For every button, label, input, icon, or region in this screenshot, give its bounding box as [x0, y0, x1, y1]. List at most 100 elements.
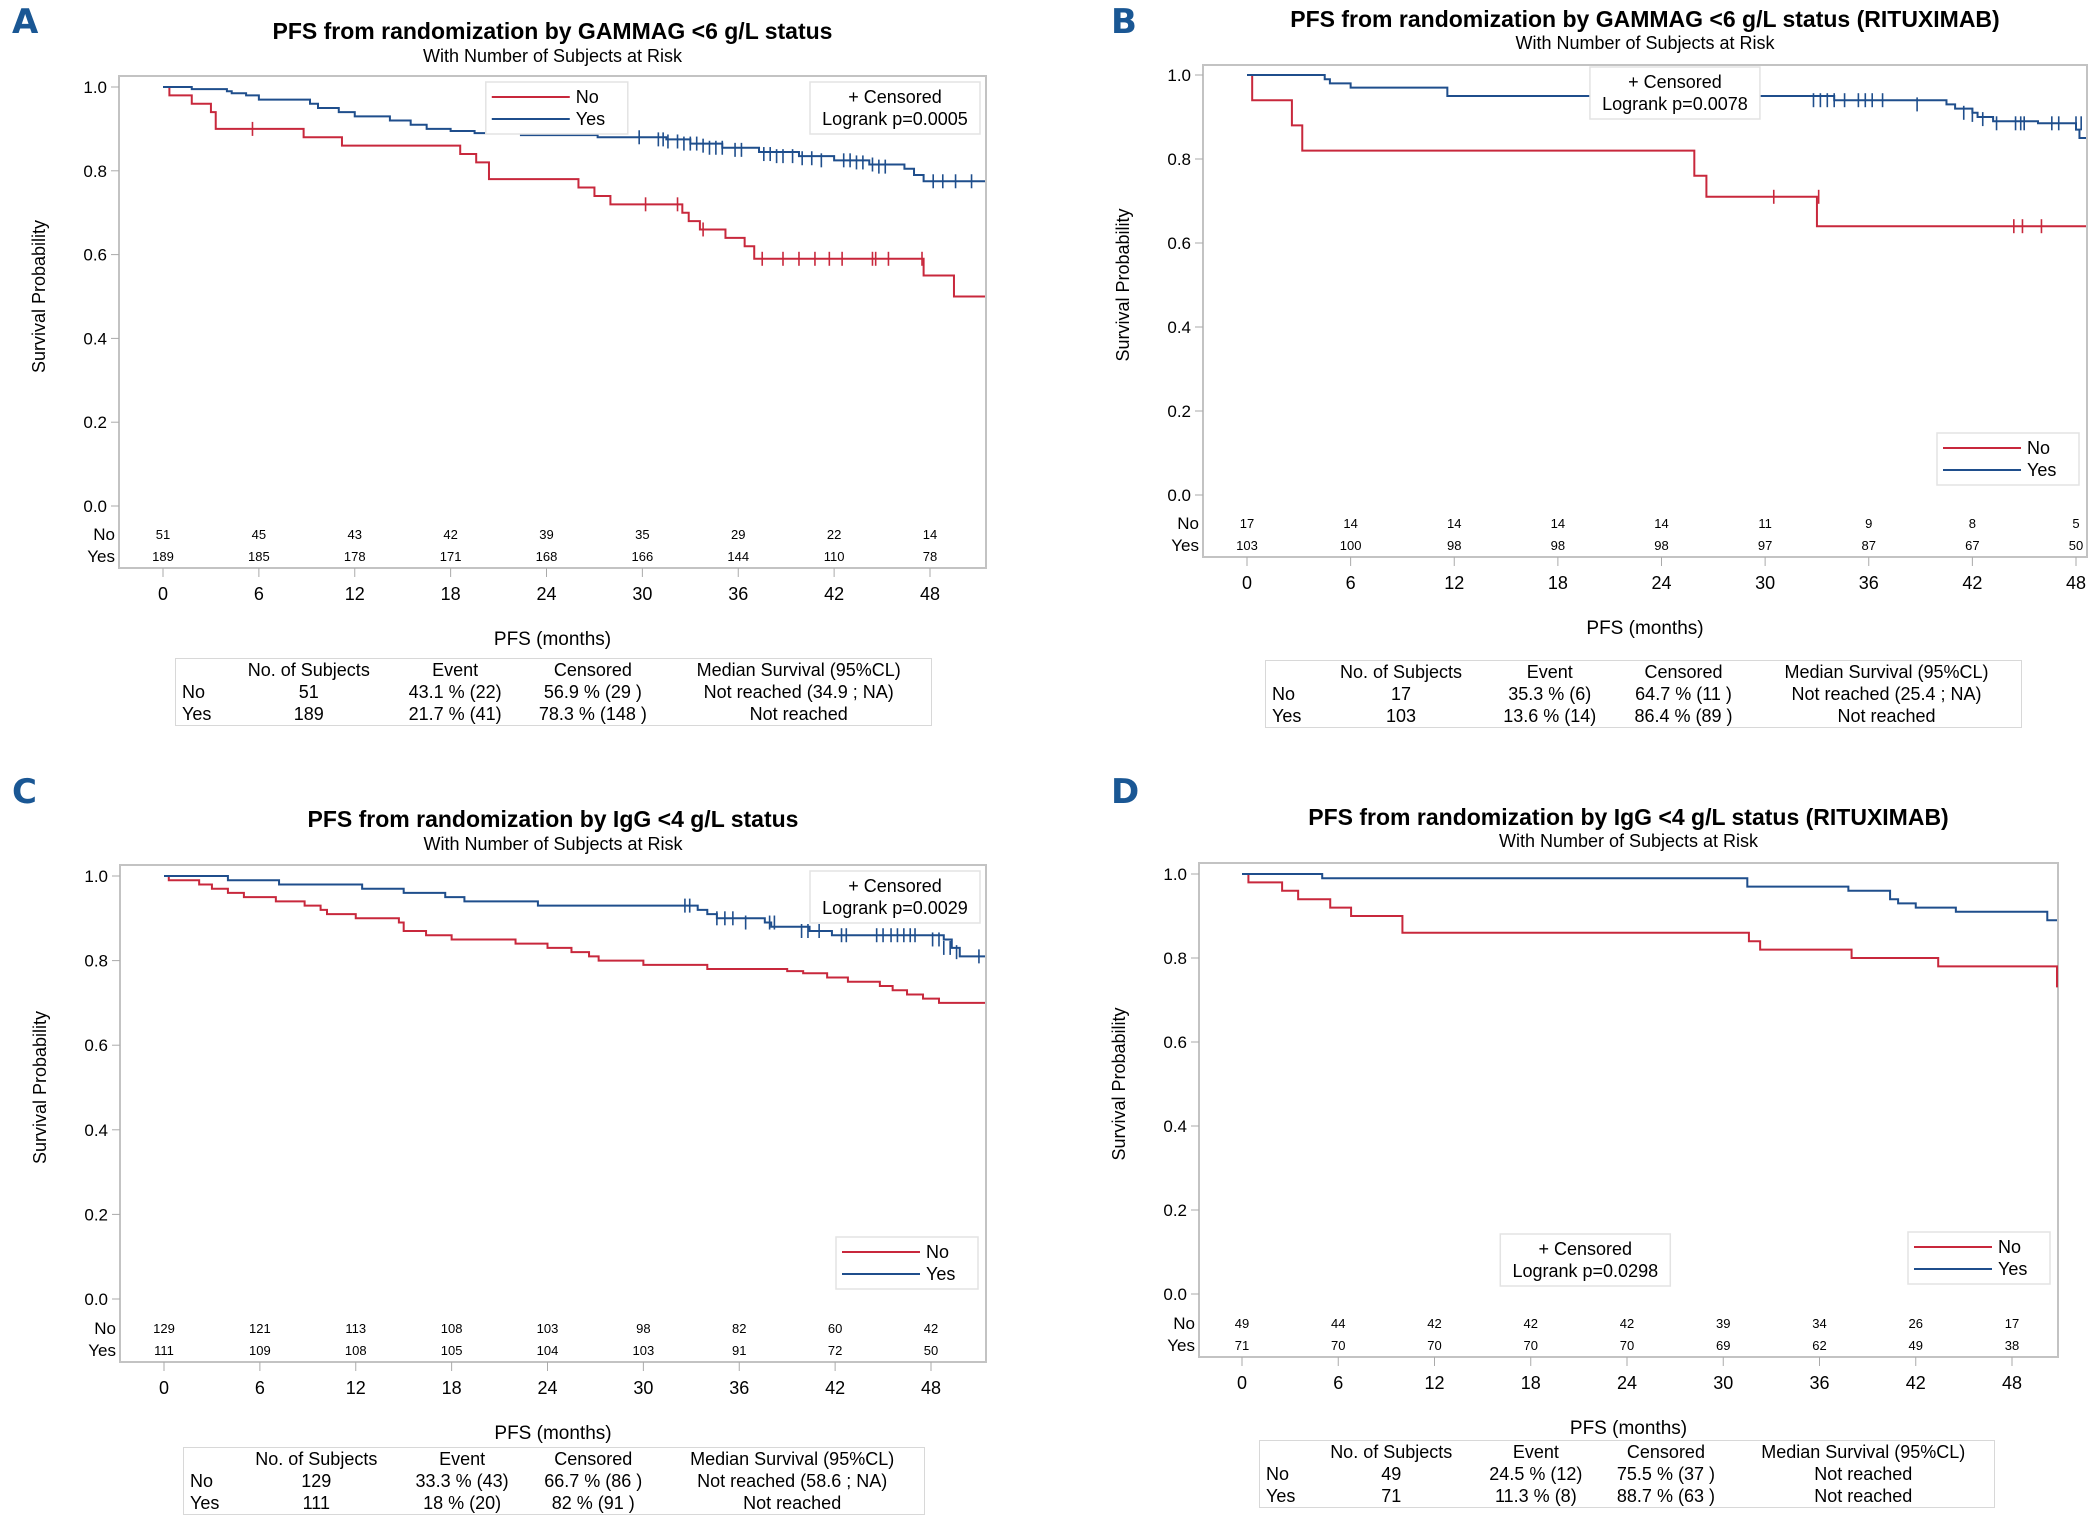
summary-header-cell: No. of Subjects [1330, 1442, 1453, 1462]
legend-label-no: No [926, 1242, 949, 1262]
at-risk-no-value: 121 [249, 1321, 271, 1336]
at-risk-yes-value: 49 [1909, 1338, 1923, 1353]
y-tick-label: 0.4 [83, 329, 107, 348]
at-risk-yes-value: 70 [1620, 1338, 1634, 1353]
at-risk-label-yes: Yes [1171, 536, 1199, 555]
x-tick-label: 12 [1444, 573, 1464, 593]
at-risk-no-value: 39 [539, 527, 553, 542]
at-risk-label-yes: Yes [88, 1341, 116, 1360]
at-risk-label-yes: Yes [1167, 1336, 1195, 1355]
summary-header-cell: Event [439, 1449, 486, 1469]
at-risk-yes-value: 185 [248, 549, 270, 564]
x-tick-label: 24 [1651, 573, 1671, 593]
panel-label: C [12, 772, 37, 812]
legend-box [485, 81, 629, 135]
summary-row: Yes 189 21.7 % (41) 78.3 % (148 ) Not reache… [176, 703, 932, 726]
at-risk-yes-value: 171 [440, 549, 462, 564]
summary-row: Yes 103 13.6 % (14) 86.4 % (89 ) Not reached [1266, 705, 2022, 728]
legend-box [1936, 432, 2080, 486]
summary-cell: 43.1 % (22) [408, 682, 502, 702]
at-risk-yes-value: 67 [1965, 538, 1979, 553]
summary-table: No. of Subjects Event Censored Median Survi… [1265, 660, 2022, 728]
summary-header-cell [184, 1448, 235, 1471]
x-tick-label: 48 [920, 584, 940, 604]
x-tick-label: 18 [441, 584, 461, 604]
at-risk-no-value: 44 [1331, 1316, 1345, 1331]
summary-cell: 21.7 % (41) [408, 704, 502, 724]
at-risk-yes-value: 38 [2005, 1338, 2019, 1353]
x-tick-label: 24 [536, 584, 556, 604]
chart-title: PFS from randomization by GAMMAG <6 g/L … [1290, 6, 2000, 32]
x-tick-label: 36 [728, 584, 748, 604]
y-tick-label: 0.6 [1167, 234, 1191, 253]
summary-header-cell: Median Survival (95%CL) [696, 660, 901, 680]
at-risk-no-value: 39 [1716, 1316, 1730, 1331]
summary-cell: Yes [1266, 1486, 1296, 1506]
plot-frame [1198, 862, 2059, 1358]
summary-header-row: No. of Subjects Event Censored Median Survi… [176, 659, 932, 682]
chart-title: PFS from randomization by GAMMAG <6 g/L … [272, 18, 833, 44]
x-tick-label: 12 [346, 1378, 366, 1398]
panel-label: B [1111, 2, 1137, 42]
summary-table: No. of Subjects Event Censored Median Survi… [183, 1447, 925, 1515]
logrank-pvalue: Logrank p=0.0029 [822, 898, 968, 918]
at-risk-yes-value: 111 [154, 1343, 174, 1358]
y-tick-label: 0.6 [1163, 1033, 1187, 1052]
y-tick-label: 1.0 [1167, 66, 1191, 85]
x-tick-label: 30 [1713, 1373, 1733, 1393]
at-risk-no-value: 26 [1909, 1316, 1923, 1331]
summary-cell: Not reached (34.9 ; NA) [703, 682, 894, 702]
at-risk-no-value: 17 [1240, 516, 1254, 531]
x-axis-label: PFS (months) [494, 1423, 611, 1444]
km-curve-no [163, 86, 985, 298]
legend-label-yes: Yes [1998, 1259, 2027, 1279]
summary-cell: 111 [302, 1493, 330, 1513]
at-risk-no-value: 14 [1343, 516, 1357, 531]
summary-table: No. of Subjects Event Censored Median Survi… [175, 658, 932, 726]
y-axis-label: Survival Probability [1109, 1007, 1129, 1160]
at-risk-label-no: No [94, 1319, 116, 1338]
x-tick-label: 12 [1424, 1373, 1444, 1393]
panel-a: A PFS from randomization by GAMMAG <6 g/… [0, 0, 1049, 760]
at-risk-yes-value: 69 [1716, 1338, 1730, 1353]
y-tick-label: 0.2 [1167, 402, 1191, 421]
x-axis-label: PFS (months) [494, 629, 611, 650]
x-tick-label: 12 [345, 584, 365, 604]
y-axis-label: Survival Probability [29, 220, 49, 373]
plot-frame [1202, 64, 2088, 558]
at-risk-yes-value: 70 [1427, 1338, 1441, 1353]
x-tick-label: 18 [1548, 573, 1568, 593]
y-axis-label: Survival Probability [30, 1011, 50, 1164]
at-risk-yes-value: 50 [924, 1343, 938, 1358]
km-curve-yes [1247, 74, 2086, 139]
summary-cell: 18 % (20) [423, 1493, 502, 1513]
summary-cell: 88.7 % (63 ) [1616, 1486, 1715, 1506]
at-risk-yes-value: 98 [1447, 538, 1461, 553]
at-risk-yes-value: 78 [923, 549, 937, 564]
km-curve-yes [164, 875, 985, 958]
y-tick-label: 0.6 [83, 246, 107, 265]
at-risk-no-value: 34 [1812, 1316, 1826, 1331]
summary-cell: 64.7 % (11 ) [1635, 684, 1732, 704]
at-risk-no-value: 43 [348, 527, 362, 542]
panel-d: D PFS from randomization by IgG <4 g/L s… [1049, 760, 2098, 1519]
at-risk-yes-value: 70 [1331, 1338, 1345, 1353]
at-risk-no-value: 129 [153, 1321, 175, 1336]
summary-row: Yes 111 18 % (20) 82 % (91 ) Not reached [184, 1492, 925, 1515]
km-curve-yes [163, 86, 985, 183]
summary-cell: 49 [1381, 1464, 1402, 1484]
annotation-box [809, 81, 981, 135]
km-plot: 0.0 0.2 0.4 0.6 0.8 1.0 Survival Probability 0 6… [29, 75, 987, 650]
at-risk-yes-value: 87 [1862, 538, 1876, 553]
at-risk-no-value: 45 [252, 527, 266, 542]
y-tick-label: 0.0 [83, 497, 107, 516]
at-risk-yes-value: 91 [732, 1343, 746, 1358]
censored-note: + Censored [1539, 1239, 1633, 1259]
at-risk-yes-value: 103 [1236, 538, 1258, 553]
at-risk-yes-value: 105 [441, 1343, 463, 1358]
y-tick-label: 0.4 [84, 1121, 108, 1140]
at-risk-yes-value: 108 [345, 1343, 367, 1358]
x-tick-label: 18 [1521, 1373, 1541, 1393]
at-risk-no-value: 35 [635, 527, 649, 542]
at-risk-no-value: 42 [443, 527, 457, 542]
